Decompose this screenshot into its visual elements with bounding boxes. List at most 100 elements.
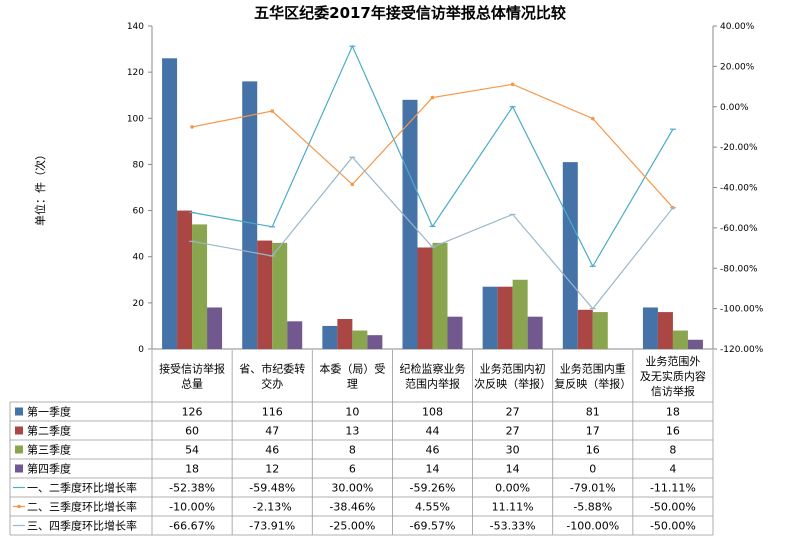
series-line: [191, 83, 674, 209]
data-label: -50.00%: [650, 520, 696, 533]
y2-tick-label: 40.00%: [720, 22, 755, 32]
y-tick-label: 40: [133, 253, 145, 263]
data-label: 54: [185, 444, 199, 457]
y-tick-label: 0: [138, 345, 144, 355]
category-label: 业务范围内重: [560, 362, 626, 376]
data-label: -5.88%: [573, 501, 612, 514]
data-label: 0: [589, 463, 596, 476]
line-point: [430, 95, 435, 100]
data-label: -10.00%: [169, 501, 215, 514]
legend-label: 一、二季度环比增长率: [27, 481, 137, 495]
y-tick-label: 140: [127, 22, 144, 32]
data-label: 8: [669, 444, 676, 457]
y2-tick-label: -120.00%: [720, 345, 764, 355]
line-point: [190, 125, 194, 129]
data-label: 18: [185, 463, 199, 476]
data-label: 116: [262, 406, 283, 419]
data-label: 4.55%: [415, 501, 450, 514]
data-label: 126: [182, 406, 203, 419]
y2-tick-label: 20.00%: [720, 62, 755, 72]
legend-label: 第一季度: [27, 405, 71, 419]
line-point: [350, 182, 355, 187]
bar: [687, 339, 703, 349]
category-label: 纪检监察业务: [400, 362, 466, 376]
data-label: 13: [345, 425, 359, 438]
bar: [367, 335, 383, 349]
y2-tick-label: -100.00%: [720, 305, 764, 315]
data-label: -52.38%: [169, 482, 215, 495]
data-label: 18: [666, 406, 680, 419]
bar: [672, 330, 688, 349]
category-label: 次反映（举报）: [474, 377, 551, 391]
bar: [207, 307, 223, 349]
y2-tick-label: -40.00%: [720, 184, 758, 194]
data-label: 27: [506, 406, 520, 419]
data-label: 12: [265, 463, 279, 476]
bar: [192, 224, 208, 349]
data-label: 6: [349, 463, 356, 476]
category-label: 范围内举报: [405, 377, 460, 391]
data-label: 81: [586, 406, 600, 419]
bar: [417, 247, 433, 349]
data-label: -53.33%: [490, 520, 536, 533]
data-label: 14: [426, 463, 440, 476]
data-label: 46: [426, 444, 440, 457]
y2-tick-label: -80.00%: [720, 264, 758, 274]
legend-swatch: [15, 445, 23, 454]
legend-label: 二、三季度环比增长率: [27, 500, 137, 514]
data-label: 108: [422, 406, 443, 419]
line-point: [590, 116, 595, 121]
bar: [322, 325, 338, 349]
bar: [242, 81, 258, 349]
bar: [497, 286, 513, 349]
category-label: 接受信访举报: [159, 362, 225, 376]
legend-label: 第三季度: [27, 443, 71, 457]
bar: [482, 286, 498, 349]
data-label: 44: [426, 425, 440, 438]
y-axis-label: 单位：件（次）: [33, 149, 47, 226]
data-label: -59.26%: [410, 482, 456, 495]
bar: [562, 162, 578, 349]
category-label: 本委（局）受: [319, 362, 385, 376]
bar: [272, 242, 288, 349]
legend-swatch: [15, 426, 23, 435]
y-tick-label: 100: [127, 114, 144, 124]
bar: [432, 242, 448, 349]
category-label: 业务范围外: [645, 354, 700, 368]
bar: [402, 99, 418, 349]
bar: [447, 316, 463, 349]
line-point: [270, 109, 275, 113]
bar: [512, 279, 528, 349]
bar: [642, 307, 658, 349]
data-label: -11.11%: [650, 482, 696, 495]
data-label: 11.11%: [492, 501, 534, 514]
data-label: 27: [506, 425, 520, 438]
category-label: 交办: [261, 377, 283, 391]
category-label: 业务范围内初: [480, 362, 546, 376]
bar: [527, 316, 543, 349]
data-label: 60: [185, 425, 199, 438]
legend-label: 第二季度: [27, 424, 71, 438]
data-label: 17: [586, 425, 600, 438]
bar: [337, 319, 353, 349]
category-label: 理: [347, 378, 358, 391]
data-label: -100.00%: [566, 520, 619, 533]
bar: [177, 210, 193, 349]
bar: [352, 330, 368, 349]
bar: [592, 312, 608, 349]
bar: [577, 309, 593, 349]
data-label: 30: [506, 444, 520, 457]
data-label: -2.13%: [253, 501, 292, 514]
data-label: 0.00%: [495, 482, 530, 495]
legend-swatch: [15, 407, 23, 416]
y-tick-label: 80: [133, 160, 145, 170]
data-label: 47: [265, 425, 279, 438]
bar: [257, 240, 273, 349]
category-label: 信访举报: [651, 384, 695, 398]
bar: [657, 312, 673, 349]
legend-label: 第四季度: [27, 462, 71, 476]
y2-tick-label: -20.00%: [720, 143, 758, 153]
data-label: -69.57%: [410, 520, 456, 533]
y-tick-label: 20: [133, 299, 145, 309]
